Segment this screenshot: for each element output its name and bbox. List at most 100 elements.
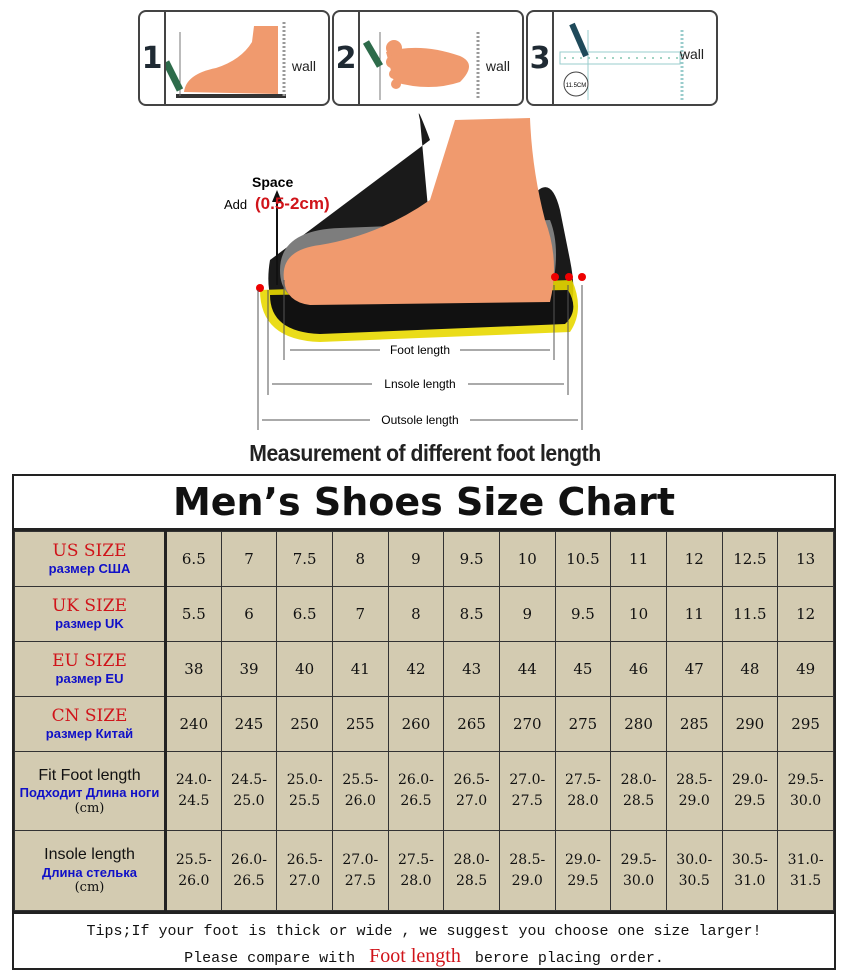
row-sublabel: Длина стелька: [41, 864, 138, 880]
row-sublabel: размер EU: [55, 671, 124, 687]
size-cell: 45: [554, 641, 612, 697]
size-cell: 28.0-28.5: [610, 751, 667, 831]
step-1: 1 wall: [138, 10, 330, 106]
size-row: UK SIZE размер UK 5.5 6 6.5 7 8 8.5 9 9.5 10 11 11.5…: [14, 586, 834, 642]
size-cell: 26.5-27.0: [443, 751, 500, 831]
size-cell: 40: [276, 641, 333, 697]
foot-in-shoe-diagram: Space Add (0.5-2cm) Foot length Lnsole l…: [224, 113, 586, 430]
size-cell: 43: [443, 641, 500, 697]
wall-label: wall: [291, 58, 316, 74]
size-cell: 10: [498, 531, 556, 587]
size-cell: 24.5-25.0: [220, 751, 278, 831]
size-chart: Men’s Shoes Size Chart US SIZE размер США…: [12, 474, 836, 970]
size-cell: 255: [331, 696, 389, 752]
size-cell: 30.0-30.5: [665, 830, 723, 911]
size-cell: 29.0-29.5: [554, 830, 612, 911]
size-cell: 27.0-27.5: [498, 751, 556, 831]
tips-text: berore placing order.: [474, 950, 664, 967]
diagram-caption: Measurement of different foot length: [249, 440, 601, 466]
row-sublabel: размер США: [48, 561, 131, 577]
ruler-icon: 11.5CM: [559, 22, 684, 100]
size-cell: 27.5-28.0: [387, 830, 445, 911]
size-cell: 11: [665, 586, 723, 642]
size-cell: 28.0-28.5: [443, 830, 500, 911]
size-cell: 7: [331, 586, 389, 642]
size-cell: 12: [777, 586, 834, 642]
size-cell: 47: [665, 641, 723, 697]
measure-badge: 11.5CM: [566, 83, 587, 89]
step-2: 2 wall: [332, 10, 524, 106]
size-cell: 245: [220, 696, 278, 752]
size-cell: 25.5-26.0: [165, 830, 222, 911]
step-number: 1: [140, 12, 166, 104]
row-sublabel: Подходит Длина ноги: [19, 785, 160, 800]
row-label: Insole length: [44, 846, 135, 864]
foot-side-icon: [166, 22, 286, 98]
size-cell: 265: [443, 696, 500, 752]
tips-highlight: Foot length: [369, 945, 461, 967]
size-cell: 39: [220, 641, 278, 697]
size-cell: 27.0-27.5: [331, 830, 389, 911]
size-cell: 24.0-24.5: [165, 751, 222, 831]
size-cell: 31.0-31.5: [777, 830, 834, 911]
size-cell: 280: [610, 696, 667, 752]
size-cell: 26.5-27.0: [276, 830, 333, 911]
row-sublabel: размер UK: [55, 616, 124, 632]
insole-length-label: Lnsole length: [384, 377, 455, 391]
row-header: CN SIZE размер Китай: [14, 696, 167, 752]
size-cell: 6.5: [165, 531, 222, 587]
size-cell: 12.5: [721, 531, 779, 587]
size-cell: 49: [777, 641, 834, 697]
size-cell: 26.0-26.5: [387, 751, 445, 831]
size-cell: 44: [498, 641, 556, 697]
size-cell: 11.5: [721, 586, 779, 642]
chart-title: Men’s Shoes Size Chart: [14, 476, 834, 531]
size-cell: 28.5-29.0: [665, 751, 723, 831]
size-cell: 8.5: [443, 586, 500, 642]
size-cell: 13: [777, 531, 834, 587]
outsole-length-label: Outsole length: [381, 413, 458, 427]
row-header: Insole length Длина стелька (cm): [14, 830, 167, 911]
tips-line-2: Please compare with Foot length berore pla…: [14, 944, 834, 971]
size-row: Insole length Длина стелька (cm) 25.5-26.0 2…: [14, 830, 834, 911]
size-cell: 11: [610, 531, 667, 587]
step-number: 3: [528, 12, 554, 104]
size-cell: 29.0-29.5: [721, 751, 779, 831]
size-cell: 29.5-30.0: [610, 830, 667, 911]
size-cell: 12: [665, 531, 723, 587]
tips-line-1: Tips;If your foot is thick or wide , we …: [86, 923, 762, 940]
wall-label: wall: [485, 58, 510, 74]
size-cell: 25.5-26.0: [331, 751, 389, 831]
row-header: EU SIZE размер EU: [14, 641, 167, 697]
size-cell: 30.5-31.0: [721, 830, 779, 911]
tips-text: Please compare with: [184, 950, 356, 967]
size-cell: 285: [665, 696, 723, 752]
row-sublabel: размер Китай: [45, 726, 134, 742]
size-cell: 9: [387, 531, 445, 587]
size-cell: 8: [331, 531, 389, 587]
size-row: CN SIZE размер Китай 240 245 250 255 260 265 270…: [14, 696, 834, 752]
size-row: Fit Foot length Подходит Длина ноги (cm) 24…: [14, 751, 834, 831]
foot-length-label: Foot length: [390, 343, 450, 357]
size-row: EU SIZE размер EU 38 39 40 41 42 43 44 45 46 47 48 49: [14, 641, 834, 697]
size-cell: 250: [276, 696, 333, 752]
space-label: Space: [252, 174, 293, 190]
size-cell: 27.5-28.0: [554, 751, 612, 831]
step-number: 2: [334, 12, 360, 104]
size-cell: 290: [721, 696, 779, 752]
size-cell: 28.5-29.0: [498, 830, 556, 911]
size-cell: 6.5: [276, 586, 333, 642]
size-cell: 6: [220, 586, 278, 642]
row-label: CN SIZE: [51, 706, 128, 726]
wall-label: wall: [679, 46, 704, 62]
size-cell: 26.0-26.5: [220, 830, 278, 911]
row-header: Fit Foot length Подходит Длина ноги (cm): [14, 751, 167, 831]
row-header: UK SIZE размер UK: [14, 586, 167, 642]
size-cell: 295: [777, 696, 834, 752]
size-cell: 41: [331, 641, 389, 697]
space-range: (0.5-2cm): [255, 194, 330, 213]
size-cell: 25.0-25.5: [276, 751, 333, 831]
foot-top-icon: [362, 32, 480, 100]
size-cell: 38: [165, 641, 222, 697]
add-label: Add: [224, 197, 247, 212]
